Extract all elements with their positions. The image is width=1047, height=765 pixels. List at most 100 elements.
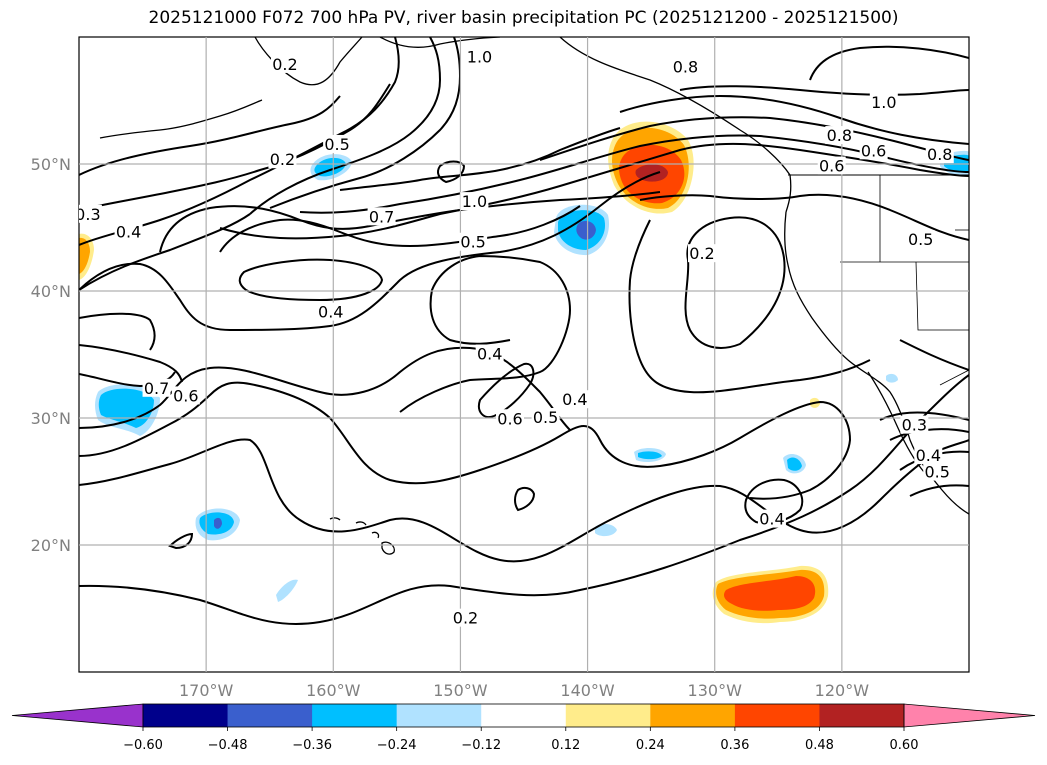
contour-label-background: [671, 57, 700, 76]
contour-label: 0.5: [923, 462, 952, 482]
colorbar-tick-label: −0.60: [123, 738, 163, 753]
contour-label: 0.5: [906, 230, 935, 249]
contour-label-text: 0.5: [324, 135, 349, 154]
colorbar-segment: [650, 704, 736, 727]
contour-label-background: [560, 390, 589, 409]
contour-label-text: 0.5: [533, 408, 558, 427]
contour-label-text: 0.6: [497, 409, 522, 428]
colorbar-tick-label: 0.12: [551, 738, 580, 753]
contour-label-text: 1.0: [462, 192, 487, 211]
contour-label-background: [114, 222, 143, 241]
colorbar-tick-label: −0.24: [377, 738, 417, 753]
contour-label-text: 0.8: [927, 145, 952, 164]
contour-label: 0.5: [459, 232, 488, 252]
precip-negative-area: [638, 451, 662, 460]
contour-label: 1.0: [465, 47, 494, 66]
coastlines: [99, 37, 969, 555]
contour-label-background: [268, 150, 297, 169]
contour-label-text: 0.2: [689, 244, 714, 263]
contour-label-background: [367, 207, 396, 226]
y-tick-label: 50°N: [31, 155, 71, 174]
contour-label-background: [323, 134, 352, 153]
x-tick-label: 130°W: [688, 681, 743, 700]
y-tick-label: 20°N: [31, 536, 71, 555]
colorbar-segment: [227, 704, 313, 727]
contour-label-text: 0.4: [562, 390, 587, 409]
contour-label: 0.2: [268, 150, 297, 169]
colorbar-extend-max: [903, 703, 1036, 728]
contour-label-background: [496, 409, 525, 428]
precip-negative-area: [276, 579, 298, 602]
colorbar-segment: [819, 704, 905, 727]
contour-label: 0.4: [560, 390, 589, 409]
contour-label: 0.8: [825, 126, 854, 145]
contour-label: 0.3: [75, 204, 102, 224]
contour-label: 0.6: [496, 409, 525, 428]
contour-label-text: 0.2: [453, 609, 478, 628]
y-tick-label: 30°N: [31, 409, 71, 428]
contour-label-background: [79, 204, 102, 223]
x-tick-label: 120°W: [815, 681, 870, 700]
colorbar-tick-label: −0.48: [208, 738, 248, 753]
contour-label-text: 0.2: [272, 55, 297, 74]
precip-positive-area: [79, 237, 90, 274]
contour-label: 0.2: [270, 54, 299, 74]
colorbar-segment: [396, 704, 482, 727]
x-tick-label: 140°W: [560, 681, 615, 700]
contour-label-text: 0.2: [270, 150, 295, 169]
contour-label: 0.5: [323, 134, 352, 154]
contour-label-background: [459, 232, 488, 251]
contour-label-background: [531, 408, 560, 426]
contour-label-background: [142, 378, 171, 397]
map-frame: [78, 36, 970, 673]
colorbar-outline: [142, 703, 905, 728]
contour-label: 0.6: [859, 141, 888, 160]
contour-label: 0.4: [316, 302, 345, 322]
contour-label-text: 0.3: [75, 205, 100, 224]
precip-positive-area: [724, 576, 816, 611]
contour-label-background: [316, 302, 345, 321]
colorbar-segment: [734, 704, 820, 727]
contour-label-background: [923, 462, 952, 481]
contour-label-text: 1.0: [871, 93, 896, 112]
contour-label-text: 0.6: [861, 141, 886, 160]
contour-label-background: [900, 415, 929, 434]
contour-label: 0.8: [671, 57, 700, 76]
contour-label-background: [859, 141, 888, 160]
contour-label: 0.6: [817, 156, 846, 176]
contour-label-background: [925, 145, 954, 164]
contour-label-background: [465, 47, 494, 66]
precip-negative-area: [214, 517, 222, 529]
colorbar-segment: [565, 704, 651, 727]
colorbar-tick-label: 0.24: [636, 738, 665, 753]
contour-label: 0.4: [914, 446, 943, 465]
contour-label: 0.5: [531, 408, 560, 427]
colorbar-segment: [481, 704, 567, 727]
contour-label-text: 0.6: [819, 157, 844, 176]
colorbar-tick-label: 0.60: [890, 738, 919, 753]
contour-label: 0.6: [171, 386, 200, 405]
colorbar-tick-label: −0.12: [461, 738, 501, 753]
colorbar-segment: [312, 704, 398, 727]
contour-label-background: [688, 244, 716, 263]
contour-label-text: 0.8: [673, 57, 698, 76]
colorbar-tick-label: −0.36: [292, 738, 332, 753]
contour-label-text: 1.0: [467, 47, 492, 66]
contour-label-text: 0.5: [924, 463, 949, 482]
contour-label-background: [475, 344, 504, 363]
contour-label: 0.8: [925, 145, 954, 164]
contour-label-text: 0.4: [318, 303, 343, 322]
contour-label-background: [906, 230, 935, 249]
contour-label: 1.0: [869, 93, 898, 112]
contour-label: 0.4: [475, 344, 504, 364]
contour-label-background: [869, 93, 898, 112]
contour-label-text: 0.5: [908, 230, 933, 249]
colorbar-segment: [143, 704, 229, 727]
contour-label-text: 0.4: [916, 446, 941, 465]
contour-label-background: [757, 509, 786, 528]
contour-label-background: [914, 446, 943, 465]
contour-label: 0.4: [114, 222, 143, 242]
colorbar-tick-label: 0.36: [720, 738, 749, 753]
contour-label-background: [451, 608, 480, 627]
precip-negative-area: [576, 220, 596, 240]
